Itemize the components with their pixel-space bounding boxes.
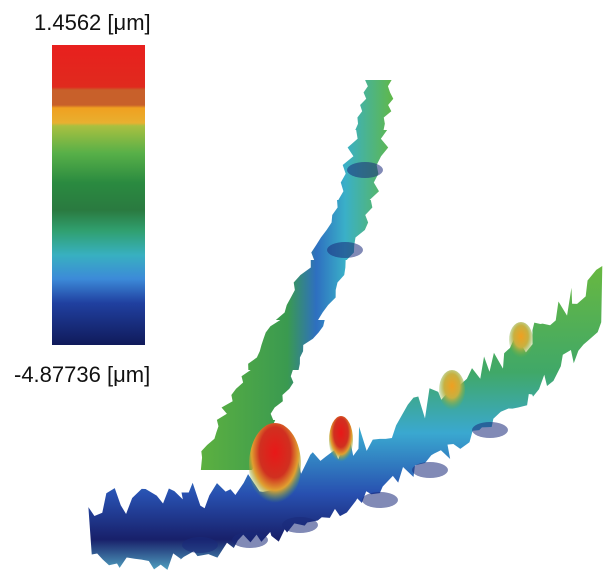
trough	[412, 462, 448, 478]
peak	[439, 370, 465, 410]
page: {"colorbar": {"max_label": "1.4562 [μm]"…	[0, 0, 607, 581]
peak	[509, 322, 533, 358]
trough	[472, 422, 508, 438]
upper-ridge	[201, 80, 393, 470]
trough	[182, 537, 218, 553]
peak	[249, 423, 301, 507]
trough	[347, 162, 383, 178]
trough	[362, 492, 398, 508]
peak	[329, 416, 353, 464]
trough	[232, 532, 268, 548]
colorbar-min-label: -4.87736 [μm]	[14, 362, 150, 387]
colorbar-max-label: 1.4562 [μm]	[34, 10, 151, 35]
trough	[327, 242, 363, 258]
colorbar	[52, 45, 145, 345]
surface	[88, 80, 602, 570]
trough	[282, 517, 318, 533]
surface-figure: 1.4562 [μm] -4.87736 [μm]	[0, 0, 607, 581]
